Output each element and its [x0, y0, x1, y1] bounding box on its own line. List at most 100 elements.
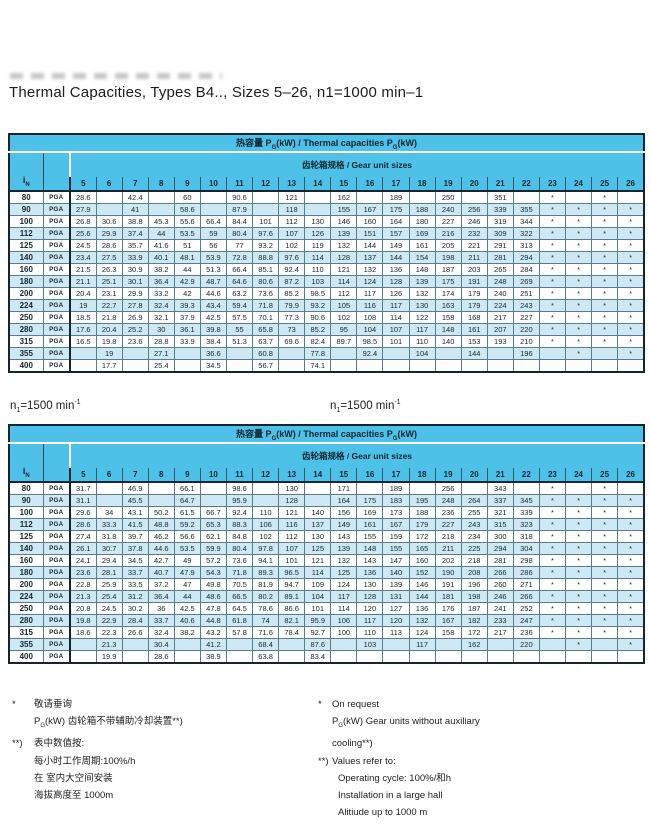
footnote-block-english: * On request PG(kW) Gear units without au… [318, 696, 645, 821]
value-cell: 36.6 [199, 347, 227, 360]
footnote-line: * 敬请垂询 [12, 696, 312, 713]
value-cell: 31.1 [68, 494, 97, 507]
footnote-line: cooling**) [332, 738, 373, 750]
value-cell: 220 [512, 638, 540, 651]
ratio-cell: 355 [8, 347, 44, 360]
value-cell: 25.9 [95, 578, 123, 591]
value-cell: 125 [330, 566, 358, 579]
value-cell: 117 [330, 590, 358, 603]
value-cell: 217 [486, 311, 514, 324]
value-cell: 94.7 [278, 578, 306, 591]
footnote-line: Operating cycle: 100%/和h [338, 772, 452, 784]
value-cell: 45.3 [147, 215, 175, 228]
value-cell [95, 481, 123, 495]
value-cell: 31.8 [95, 530, 123, 543]
ratio-cell: 280 [8, 323, 44, 336]
table-row-i250: 250 PGA 20.8 24.5 30.2 36 42.5 47.8 64.5 78.6 86.6… [8, 602, 645, 615]
value-cell: 78.4 [278, 626, 306, 639]
value-cell: 240 [434, 203, 462, 216]
value-cell: 155 [382, 542, 410, 555]
value-cell: 117 [356, 614, 384, 627]
value-cell: * [538, 518, 566, 531]
value-cell: 63.8 [252, 650, 280, 664]
value-cell: 26.3 [95, 263, 123, 276]
value-cell: 224 [486, 299, 514, 312]
value-cell [617, 481, 645, 495]
gear-type-cell: PGA [42, 578, 71, 591]
gear-type-cell: PGA [42, 494, 71, 507]
value-cell: 126 [304, 227, 332, 240]
value-cell: 321 [486, 506, 514, 519]
value-cell: * [564, 335, 593, 348]
value-cell: 74.1 [304, 359, 332, 373]
value-cell: * [564, 251, 593, 264]
ratio-cell: 112 [8, 518, 44, 531]
page-title: Thermal Capacities, Types B4.., Sizes 5–… [9, 84, 424, 101]
value-cell: 227 [434, 215, 462, 228]
value-cell: 221 [460, 239, 488, 252]
value-cell: 104 [356, 323, 384, 336]
value-cell: 163 [434, 299, 462, 312]
value-cell [460, 481, 488, 495]
value-cell: 83.4 [304, 650, 332, 664]
value-cell: * [538, 203, 566, 216]
value-cell: 45.5 [121, 494, 149, 507]
ratio-cell: 280 [8, 614, 44, 627]
value-cell: 70.1 [252, 311, 280, 324]
ratio-cell: 125 [8, 239, 44, 252]
value-cell: * [564, 554, 593, 567]
table2-body: 80 PGA 31.7 46.9 66.1 98.6 130 171 189 256 343 * * 90… [8, 481, 645, 664]
footnote-text: 敬请垂询 [34, 699, 73, 710]
value-cell: 114 [330, 275, 358, 288]
value-cell: 73 [278, 323, 306, 336]
value-cell: 191 [434, 578, 462, 591]
value-cell: * [617, 263, 645, 276]
value-cell: 36 [147, 602, 175, 615]
value-cell: 218 [434, 530, 462, 543]
value-cell: 124 [408, 626, 436, 639]
value-cell: 137 [304, 518, 332, 531]
value-cell: 337 [486, 494, 514, 507]
value-cell: 49 [173, 554, 201, 567]
value-cell: 41.5 [121, 518, 149, 531]
value-cell [252, 203, 280, 216]
value-cell [564, 650, 593, 664]
value-cell: 96.5 [278, 566, 306, 579]
value-cell: 24.5 [68, 239, 97, 252]
size-column-header-23: 23 [538, 177, 566, 191]
value-cell: 148 [356, 542, 384, 555]
value-cell: 266 [486, 566, 514, 579]
type-column-header [42, 151, 70, 191]
double-asterisk-marker: **) [318, 755, 329, 767]
value-cell: 179 [460, 287, 488, 300]
value-cell: 227 [434, 518, 462, 531]
footnote-line: * On request [318, 696, 645, 713]
value-cell: 32.1 [147, 311, 175, 324]
value-cell: 38.4 [199, 335, 227, 348]
value-cell: 172 [408, 530, 436, 543]
value-cell: 25.6 [68, 227, 97, 240]
gear-type-cell: PGA [42, 554, 71, 567]
value-cell: 139 [382, 578, 410, 591]
value-cell: 38.2 [147, 263, 175, 276]
value-cell: * [564, 530, 593, 543]
value-cell: * [617, 251, 645, 264]
ratio-cell: 355 [8, 638, 44, 651]
table-row-i112: 112 PGA 25.6 29.9 37.4 44 53.5 59 80.4 97.6 107 126… [8, 227, 645, 240]
value-cell: 165 [408, 542, 436, 555]
value-cell: 143 [356, 554, 384, 567]
value-cell: 20.8 [68, 602, 97, 615]
value-cell: 211 [434, 542, 462, 555]
value-cell: * [591, 518, 619, 531]
table-row-i80: 80 PGA 31.7 46.9 66.1 98.6 130 171 189 256 343 * * [8, 481, 645, 495]
value-cell: 53.9 [199, 251, 227, 264]
value-cell: 92.4 [278, 263, 306, 276]
value-cell: 136 [382, 263, 410, 276]
ratio-cell: 100 [8, 506, 44, 519]
value-cell [538, 650, 566, 664]
value-cell [121, 638, 149, 651]
value-cell: * [617, 554, 645, 567]
value-cell: 236 [434, 506, 462, 519]
ratio-column-header: iN [9, 442, 43, 482]
value-cell [591, 638, 619, 651]
